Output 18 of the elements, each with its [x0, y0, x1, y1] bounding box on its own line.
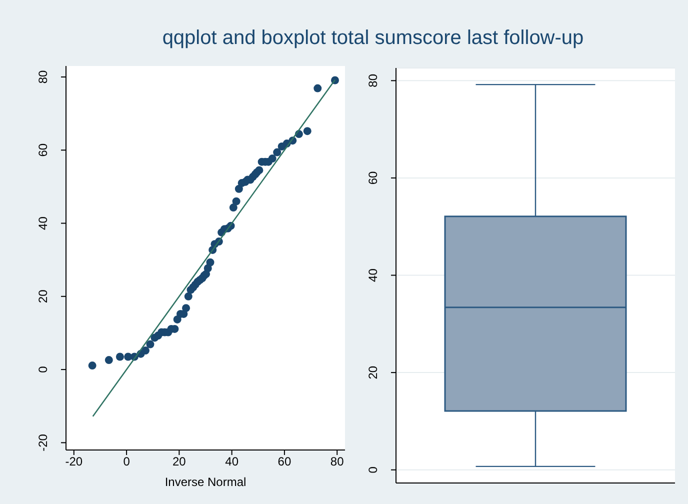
x-tick-label: 80 — [330, 454, 344, 469]
y-tick-label: 40 — [36, 216, 50, 230]
y-tick-label: 40 — [366, 268, 380, 282]
y-tick-label: 60 — [36, 143, 50, 157]
y-tick-label: -20 — [36, 434, 50, 452]
y-tick-label: 60 — [366, 170, 380, 185]
y-tick-label: 80 — [36, 70, 50, 84]
chart-title: qqplot and boxplot total sumscore last follow-up — [161, 27, 585, 50]
x-tick-label: 0 — [123, 454, 130, 469]
x-axis-title: Inverse Normal — [164, 475, 246, 489]
y-tick-label: 80 — [366, 74, 380, 88]
x-tick-label: 20 — [172, 454, 186, 469]
x-tick-label: -20 — [65, 454, 83, 469]
x-tick-label: 60 — [278, 454, 292, 469]
y-tick-label: 0 — [36, 366, 50, 373]
x-tick-label: 40 — [225, 454, 239, 469]
y-tick-label: 20 — [366, 366, 380, 380]
y-tick-label: 20 — [36, 289, 50, 304]
